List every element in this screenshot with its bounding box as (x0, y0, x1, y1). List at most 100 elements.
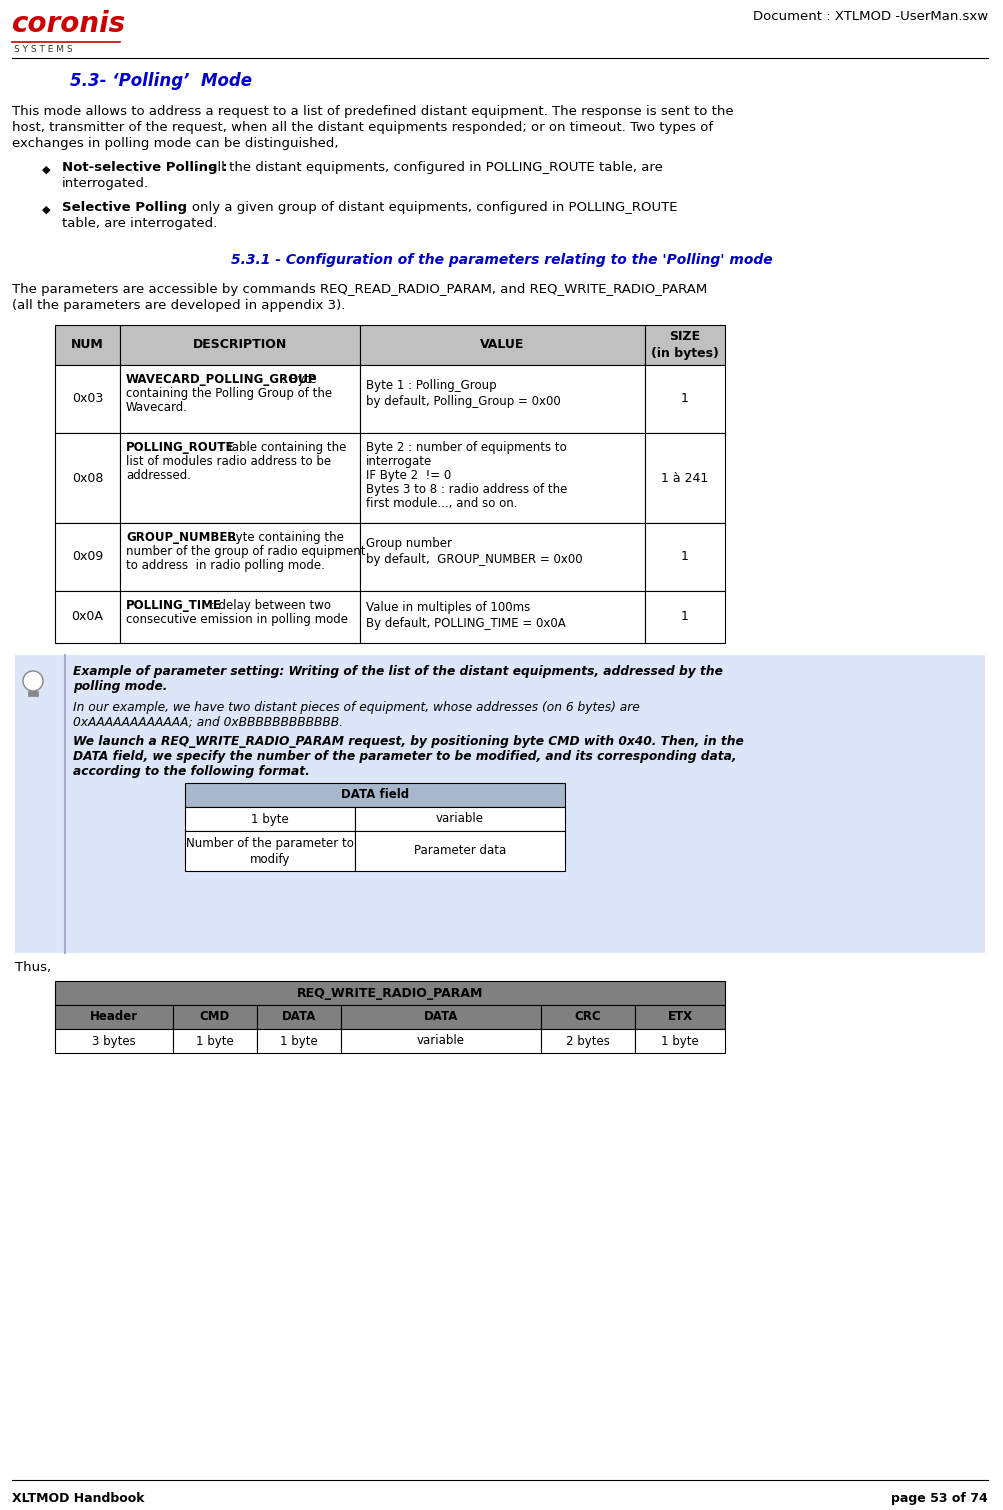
Text: all the distant equipments, configured in POLLING_ROUTE table, are: all the distant equipments, configured i… (205, 162, 662, 174)
Text: Example of parameter setting: Writing of the list of the distant equipments, add: Example of parameter setting: Writing of… (73, 664, 722, 678)
Text: to address  in radio polling mode.: to address in radio polling mode. (125, 559, 325, 572)
Text: S Y S T E M S: S Y S T E M S (14, 45, 72, 54)
Text: 1: 1 (680, 610, 688, 624)
Bar (541, 1028, 634, 1052)
Bar (541, 1006, 634, 1028)
Bar (644, 522, 724, 590)
Bar (55, 1006, 173, 1028)
Text: This mode allows to address a request to a list of predefined distant equipment.: This mode allows to address a request to… (12, 106, 733, 118)
Text: 1: 1 (680, 393, 688, 406)
Text: SIZE
(in bytes): SIZE (in bytes) (650, 331, 718, 359)
Text: Selective Polling: Selective Polling (62, 201, 187, 214)
Bar (185, 806, 355, 830)
Text: VALUE: VALUE (479, 338, 525, 352)
Text: 5.3- ‘Polling’  Mode: 5.3- ‘Polling’ Mode (70, 72, 252, 91)
Text: host, transmitter of the request, when all the distant equipments responded; or : host, transmitter of the request, when a… (12, 121, 712, 134)
Text: : Byte: : Byte (278, 373, 316, 387)
Bar (55, 433, 120, 522)
Text: 3 bytes: 3 bytes (92, 1034, 135, 1048)
Text: 1 byte: 1 byte (251, 812, 289, 826)
Text: NUM: NUM (71, 338, 103, 352)
Text: according to the following format.: according to the following format. (73, 766, 310, 778)
Bar (360, 325, 644, 365)
Text: Number of the parameter to
modify: Number of the parameter to modify (186, 837, 354, 865)
Text: first module..., and so on.: first module..., and so on. (366, 497, 517, 510)
Bar (120, 590, 360, 643)
Bar (341, 1006, 541, 1028)
Bar (120, 365, 360, 433)
Text: The parameters are accessible by commands REQ_READ_RADIO_PARAM, and REQ_WRITE_RA: The parameters are accessible by command… (12, 282, 706, 296)
Bar (120, 522, 360, 590)
Text: 0x03: 0x03 (72, 393, 103, 406)
Text: DATA: DATA (282, 1010, 316, 1024)
Bar (644, 325, 724, 365)
Text: Header: Header (90, 1010, 138, 1024)
Text: Parameter data: Parameter data (413, 844, 506, 858)
Text: by default,  GROUP_NUMBER = 0x00: by default, GROUP_NUMBER = 0x00 (366, 553, 582, 566)
Text: Byte 1 : Polling_Group: Byte 1 : Polling_Group (366, 379, 496, 393)
Text: : Table containing the: : Table containing the (215, 441, 346, 455)
Text: : only a given group of distant equipments, configured in POLLING_ROUTE: : only a given group of distant equipmen… (179, 201, 677, 214)
Text: variable: variable (435, 812, 483, 826)
Text: addressed.: addressed. (125, 470, 191, 482)
Text: POLLING_TIME: POLLING_TIME (125, 599, 222, 612)
Text: (all the parameters are developed in appendix 3).: (all the parameters are developed in app… (12, 299, 345, 313)
Text: 0x0A: 0x0A (71, 610, 103, 624)
Bar (634, 1028, 724, 1052)
Text: 1 byte: 1 byte (660, 1034, 698, 1048)
Text: CMD: CMD (200, 1010, 230, 1024)
Text: 2 bytes: 2 bytes (566, 1034, 610, 1048)
Text: interrogate: interrogate (366, 455, 432, 468)
Text: IF Byte 2  != 0: IF Byte 2 != 0 (366, 470, 450, 482)
Text: Document : XTLMOD -UserMan.sxw: Document : XTLMOD -UserMan.sxw (752, 11, 987, 23)
Bar (185, 784, 565, 806)
Text: ◆: ◆ (42, 165, 50, 175)
Text: REQ_WRITE_RADIO_PARAM: REQ_WRITE_RADIO_PARAM (297, 986, 482, 1000)
Bar (360, 433, 644, 522)
Bar (55, 365, 120, 433)
Text: WAVECARD_POLLING_GROUP: WAVECARD_POLLING_GROUP (125, 373, 317, 387)
Text: Group number: Group number (366, 538, 451, 550)
Text: XLTMOD Handbook: XLTMOD Handbook (12, 1492, 144, 1505)
Bar (360, 590, 644, 643)
Text: 0xAAAAAAAAAAAA; and 0xBBBBBBBBBBBB.: 0xAAAAAAAAAAAA; and 0xBBBBBBBBBBBB. (73, 716, 343, 729)
Text: interrogated.: interrogated. (62, 177, 149, 190)
Bar (55, 982, 724, 1006)
Text: By default, POLLING_TIME = 0x0A: By default, POLLING_TIME = 0x0A (366, 618, 565, 630)
Text: DATA: DATA (423, 1010, 457, 1024)
Bar (355, 806, 565, 830)
Text: 1 byte: 1 byte (280, 1034, 318, 1048)
Text: Value in multiples of 100ms: Value in multiples of 100ms (366, 601, 530, 615)
Bar (55, 325, 120, 365)
Text: : delay between two: : delay between two (207, 599, 331, 612)
Bar (644, 590, 724, 643)
Text: Thus,: Thus, (15, 960, 51, 974)
Circle shape (23, 670, 43, 692)
Bar (55, 522, 120, 590)
Text: list of modules radio address to be: list of modules radio address to be (125, 455, 331, 468)
Bar (355, 831, 565, 871)
Text: ◆: ◆ (42, 205, 50, 214)
Text: coronis: coronis (12, 11, 126, 38)
Bar (120, 433, 360, 522)
Bar (341, 1028, 541, 1052)
Bar (173, 1006, 257, 1028)
Bar (55, 590, 120, 643)
Text: GROUP_NUMBER: GROUP_NUMBER (125, 532, 237, 544)
Text: : Byte containing the: : Byte containing the (216, 532, 344, 544)
Bar (257, 1028, 341, 1052)
Text: exchanges in polling mode can be distinguished,: exchanges in polling mode can be disting… (12, 137, 338, 149)
Bar (173, 1028, 257, 1052)
Text: variable: variable (416, 1034, 464, 1048)
Text: consecutive emission in polling mode: consecutive emission in polling mode (125, 613, 348, 627)
Text: 0x08: 0x08 (72, 471, 103, 485)
Bar (360, 522, 644, 590)
Bar (55, 1028, 173, 1052)
Text: number of the group of radio equipment: number of the group of radio equipment (125, 545, 365, 559)
Text: polling mode.: polling mode. (73, 680, 168, 693)
Text: Bytes 3 to 8 : radio address of the: Bytes 3 to 8 : radio address of the (366, 483, 567, 495)
Text: DATA field, we specify the number of the parameter to be modified, and its corre: DATA field, we specify the number of the… (73, 750, 736, 763)
Text: ETX: ETX (667, 1010, 692, 1024)
Text: In our example, we have two distant pieces of equipment, whose addresses (on 6 b: In our example, we have two distant piec… (73, 701, 639, 714)
Bar (634, 1006, 724, 1028)
